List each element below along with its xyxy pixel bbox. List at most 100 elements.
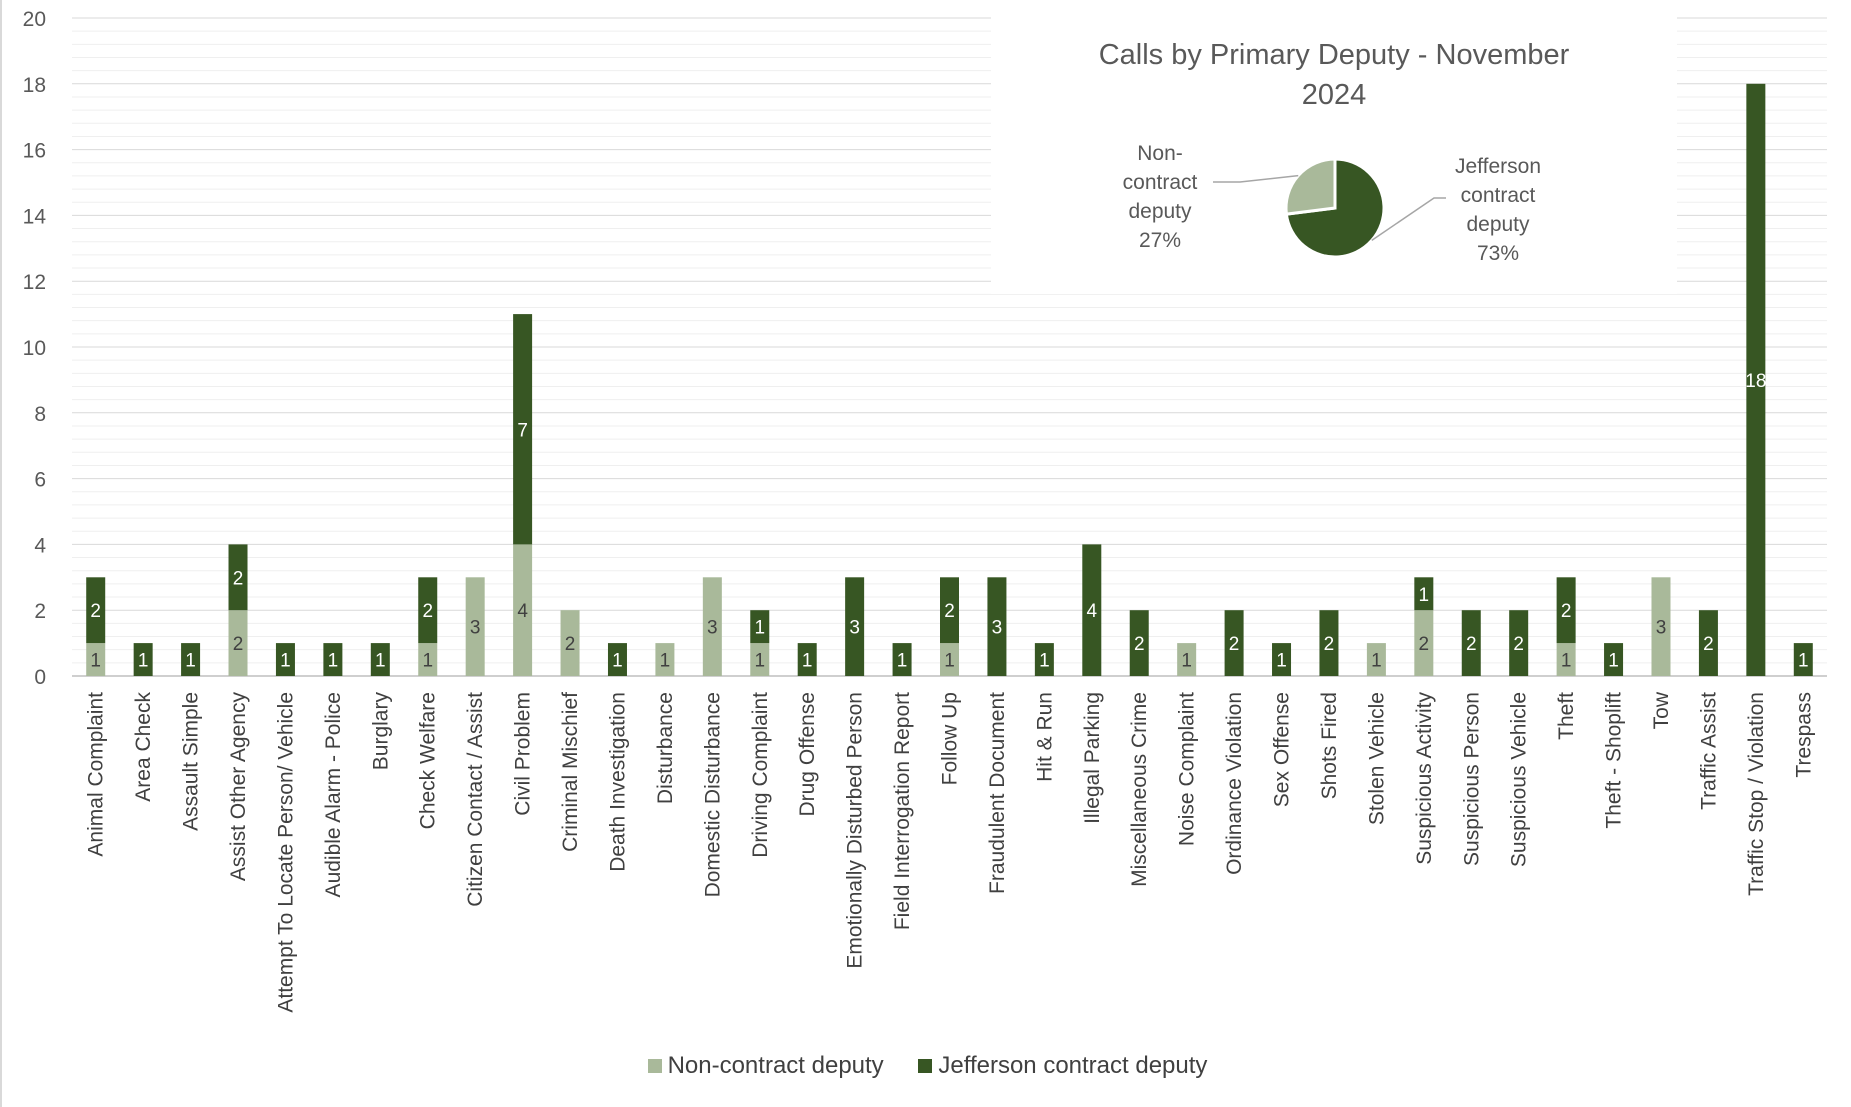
bar-segment-jefferson <box>1556 577 1576 644</box>
x-tick-label: Citizen Contact / Assist <box>464 692 487 907</box>
pie-slice-non-contract <box>1284 157 1337 216</box>
data-label: 2 <box>1229 634 1240 655</box>
bar-segment-jefferson <box>940 577 959 644</box>
pie-label-non-contract: deputy <box>1128 200 1192 223</box>
x-tick-label: Assault Simple <box>180 692 203 831</box>
data-label: 2 <box>1513 634 1524 655</box>
x-tick-label: Driving Complaint <box>749 692 772 858</box>
bar-segment-jefferson <box>1746 83 1766 677</box>
bar-segment-jefferson <box>1461 610 1481 676</box>
bar-segment-jefferson <box>181 643 201 676</box>
data-label: 1 <box>1798 651 1809 672</box>
x-tick-label: Assist Other Agency <box>227 692 250 882</box>
bar-segment-non-contract <box>1366 643 1386 676</box>
data-label: 1 <box>1276 651 1287 672</box>
x-tick-label: Shots Fired <box>1318 692 1341 799</box>
data-label: 2 <box>944 601 955 622</box>
x-tick-label: Area Check <box>132 692 155 802</box>
bar-segment-jefferson <box>750 610 770 644</box>
legend-swatch-jefferson <box>918 1059 933 1073</box>
bar-segment-jefferson <box>370 643 390 676</box>
x-tick-label: Miscellaneous Crime <box>1128 692 1151 887</box>
legend-item-non-contract: Non-contract deputy <box>647 1052 884 1080</box>
data-label: 2 <box>1419 634 1430 655</box>
pie-label-non-contract: contract <box>1123 171 1198 194</box>
legend: Non-contract deputy Jefferson contract d… <box>2 1052 1851 1080</box>
bar-segment-jefferson <box>1414 577 1434 611</box>
x-tick-label: Tow <box>1650 691 1673 729</box>
legend-swatch-non-contract <box>647 1059 662 1073</box>
y-tick-label: 0 <box>34 666 46 689</box>
data-label: 1 <box>802 651 813 672</box>
x-tick-label: Sex Offense <box>1271 692 1294 807</box>
x-tick-label: Field Interrogation Report <box>891 692 914 930</box>
y-tick-label: 20 <box>23 8 46 31</box>
data-label: 2 <box>233 634 244 655</box>
data-label: 1 <box>138 651 149 672</box>
bar-segment-non-contract <box>465 577 485 676</box>
x-tick-label: Suspicious Activity <box>1413 692 1436 865</box>
data-label: 1 <box>280 651 291 672</box>
data-label: 1 <box>944 651 955 672</box>
x-tick-label: Traffic Assist <box>1697 692 1720 810</box>
x-tick-label: Stolen Vehicle <box>1365 692 1388 825</box>
pie-label-non-contract: Non- <box>1137 142 1183 165</box>
bar-segment-non-contract <box>228 610 248 676</box>
data-label: 1 <box>1371 651 1382 672</box>
bar-segment-jefferson <box>845 577 865 676</box>
x-tick-label: Trespass <box>1792 692 1815 778</box>
bar-segment-jefferson <box>418 577 438 644</box>
bar-segment-non-contract <box>1177 643 1197 676</box>
data-label: 1 <box>328 651 339 672</box>
x-tick-label: Check Welfare <box>417 692 440 829</box>
bar-segment-jefferson <box>1509 610 1529 676</box>
bar-segment-jefferson <box>228 544 248 611</box>
bar-segment-jefferson <box>892 643 912 676</box>
data-label: 2 <box>1703 634 1714 655</box>
data-label: 1 <box>185 651 196 672</box>
bar-segment-jefferson <box>1698 610 1718 676</box>
x-tick-label: Hit & Run <box>1033 692 1056 782</box>
data-label: 2 <box>1466 634 1477 655</box>
data-label: 1 <box>422 651 433 672</box>
x-tick-label: Fraudulent Document <box>986 692 1009 894</box>
leader-line-non-contract <box>1213 174 1299 183</box>
bar-segment-jefferson <box>607 643 627 676</box>
bar-segment-non-contract <box>560 610 580 676</box>
pie-label-non-contract: 27% <box>1139 229 1181 252</box>
data-label: 1 <box>1419 585 1430 606</box>
data-label: 1 <box>612 651 623 672</box>
data-label: 2 <box>1561 601 1572 622</box>
y-tick-label: 16 <box>23 140 46 163</box>
data-label: 3 <box>1656 618 1667 639</box>
y-tick-label: 4 <box>34 534 46 557</box>
data-label: 1 <box>90 651 101 672</box>
bar-segment-non-contract <box>750 643 770 676</box>
legend-label-jefferson: Jefferson contract deputy <box>938 1052 1208 1079</box>
bar-segment-non-contract <box>418 643 438 676</box>
bar-segment-jefferson <box>323 643 343 676</box>
data-label: 2 <box>422 601 433 622</box>
bar-segment-non-contract <box>702 577 722 676</box>
x-tick-label: Disturbance <box>654 692 677 804</box>
bar-segment-jefferson <box>1319 610 1339 676</box>
x-tick-label: Theft <box>1555 692 1578 740</box>
pie-label-jefferson: Jefferson <box>1455 155 1541 178</box>
data-label: 2 <box>233 568 244 589</box>
y-tick-label: 10 <box>23 337 46 360</box>
bar-segment-non-contract <box>1556 643 1576 676</box>
data-label: 3 <box>707 618 718 639</box>
bar-segment-jefferson <box>513 314 533 545</box>
bar-segment-jefferson <box>1224 610 1244 676</box>
x-tick-label: Suspicious Person <box>1460 692 1483 866</box>
bar-segment-jefferson <box>797 643 817 676</box>
y-tick-label: 6 <box>34 469 46 492</box>
data-label: 1 <box>754 651 765 672</box>
legend-label-non-contract: Non-contract deputy <box>667 1052 884 1079</box>
x-tick-label: Criminal Mischief <box>559 692 582 852</box>
data-label: 1 <box>1181 651 1192 672</box>
pie-title: 2024 <box>1302 79 1367 111</box>
x-tick-label: Domestic Disturbance <box>701 692 724 897</box>
data-label: 1 <box>660 651 671 672</box>
